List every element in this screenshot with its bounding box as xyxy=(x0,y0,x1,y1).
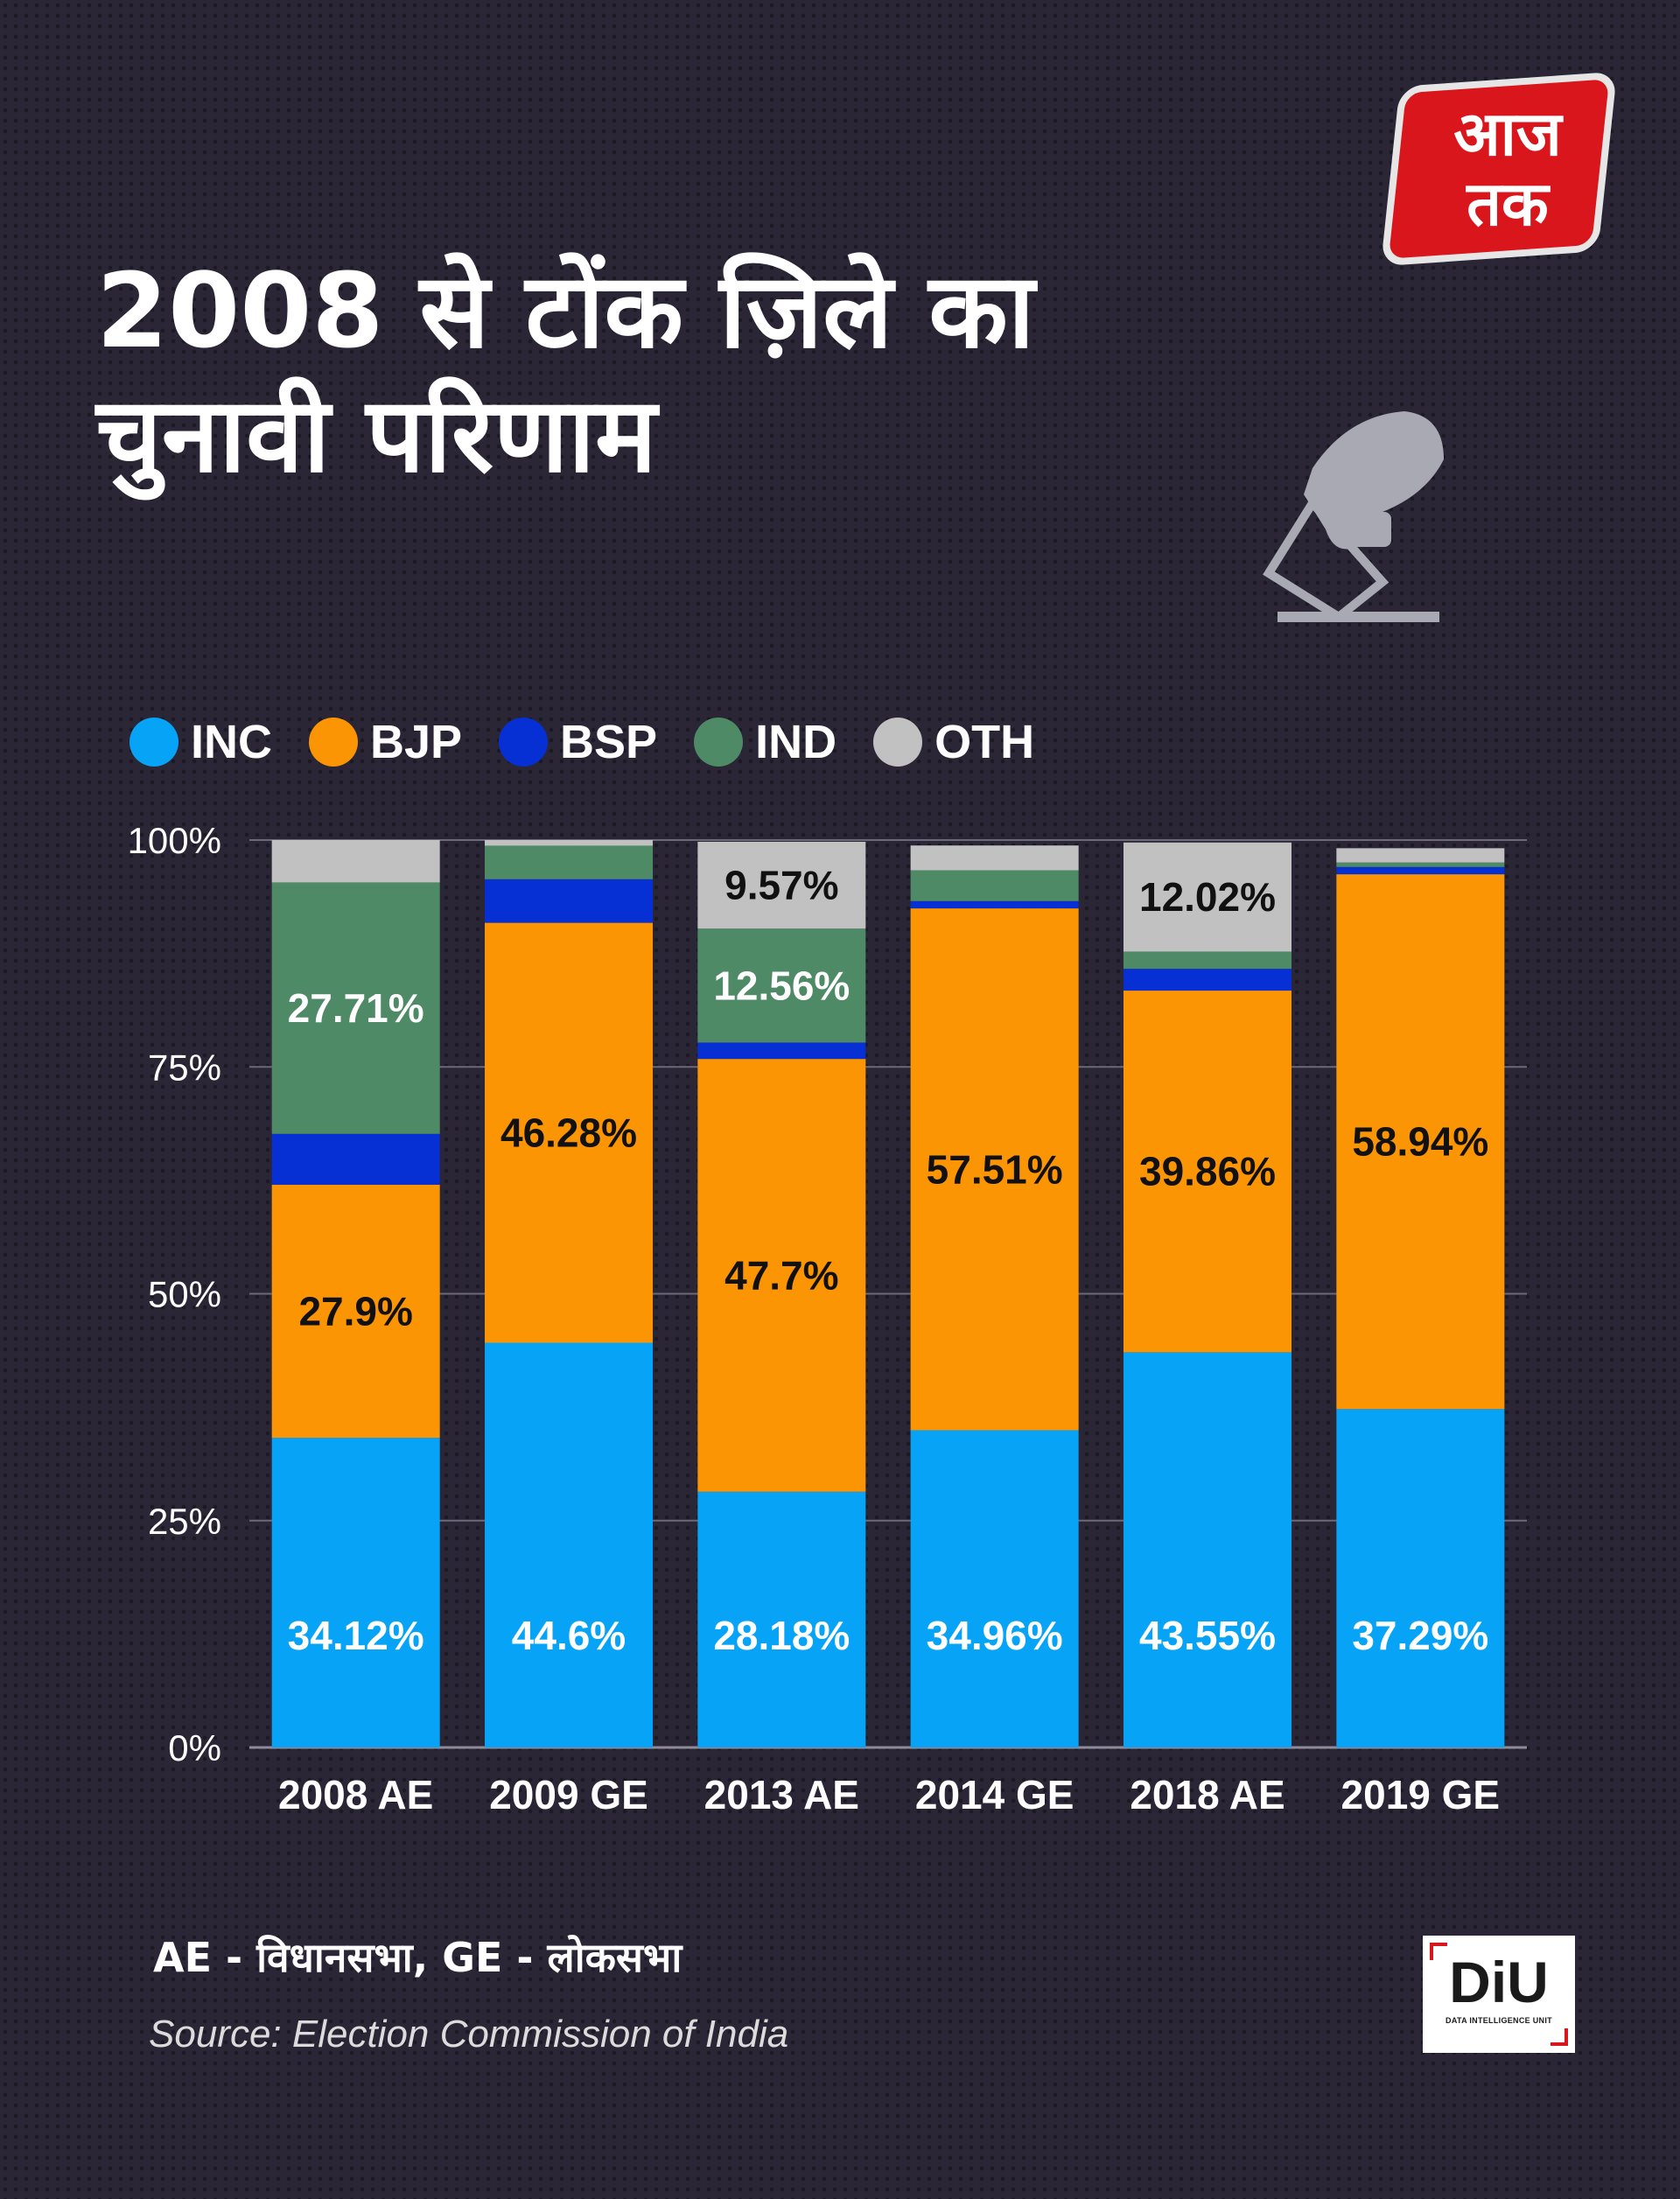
diu-logo: DiU DATA INTELLIGENCE UNIT xyxy=(1423,1936,1575,2053)
data-label: 39.86% xyxy=(1139,1149,1276,1194)
bar-segment-oth xyxy=(910,845,1079,871)
bar-segment-oth xyxy=(485,840,653,846)
diu-corner-br xyxy=(1550,2028,1568,2046)
legend-label: BJP xyxy=(370,716,463,768)
y-tick-label: 100% xyxy=(128,820,221,861)
legend-item-ind: IND xyxy=(694,715,836,769)
aajtak-logo: आज तक xyxy=(1374,70,1628,267)
bar-segment-ind xyxy=(1124,951,1292,970)
bar-segment-inc xyxy=(697,1491,866,1747)
logo-line-2: तक xyxy=(1466,168,1549,240)
bar-segment-inc xyxy=(271,1438,440,1747)
legend-label: IND xyxy=(755,716,837,768)
bar-segment-bjp xyxy=(910,908,1079,1431)
x-tick-label: 2018 AE xyxy=(1130,1772,1284,1817)
bar-segment-ind xyxy=(1336,862,1505,867)
data-label: 27.71% xyxy=(288,985,424,1031)
bar-segment-inc xyxy=(910,1430,1079,1747)
chart-legend: INC BJP BSP IND OTH xyxy=(130,716,1071,768)
y-tick-label: 0% xyxy=(168,1727,221,1768)
bar-segment-bjp xyxy=(697,1059,866,1492)
page-title: 2008 से टोंक ज़िले का चुनावी परिणाम xyxy=(96,249,1034,497)
logo-line-1: आज xyxy=(1453,98,1562,170)
data-label: 9.57% xyxy=(724,863,838,908)
title-line-2: चुनावी परिणाम xyxy=(96,374,657,495)
legend-label: INC xyxy=(191,716,272,768)
legend-swatch xyxy=(694,718,744,767)
legend-swatch xyxy=(309,718,358,767)
diu-logo-text: DATA INTELLIGENCE UNIT xyxy=(1446,2016,1552,2025)
data-label: 47.7% xyxy=(724,1252,838,1298)
x-tick-label: 2008 AE xyxy=(278,1772,433,1817)
bar-segment-inc xyxy=(1336,1409,1505,1747)
bar-segment-ind xyxy=(697,928,866,1043)
bar-segment-bsp xyxy=(1124,969,1292,991)
bar-segment-oth xyxy=(697,841,866,929)
data-label: 37.29% xyxy=(1352,1613,1488,1658)
bar-segment-ind xyxy=(485,845,653,879)
legend-item-oth: OTH xyxy=(873,715,1034,769)
y-tick-label: 25% xyxy=(148,1501,221,1542)
legend-swatch xyxy=(499,718,549,767)
bar-segment-bjp xyxy=(271,1184,440,1439)
legend-label: BSP xyxy=(560,716,658,768)
data-label: 28.18% xyxy=(713,1613,850,1658)
bar-segment-bsp xyxy=(697,1042,866,1060)
data-label: 58.94% xyxy=(1352,1119,1488,1165)
data-label: 12.02% xyxy=(1139,874,1276,920)
abbreviation-note: AE - विधानसभा, GE - लोकसभा xyxy=(153,1934,682,1981)
bar-segment-bjp xyxy=(1124,991,1292,1353)
data-label: 34.12% xyxy=(288,1613,424,1658)
legend-item-bsp: BSP xyxy=(499,715,657,769)
y-tick-label: 50% xyxy=(148,1274,221,1315)
bar-segment-inc xyxy=(485,1342,653,1747)
data-label: 34.96% xyxy=(927,1613,1063,1658)
x-tick-label: 2019 GE xyxy=(1341,1772,1501,1817)
bar-segment-bsp xyxy=(485,879,653,923)
data-label: 27.9% xyxy=(298,1289,412,1334)
legend-item-bjp: BJP xyxy=(309,715,462,769)
bar-segment-bsp xyxy=(271,1133,440,1185)
x-tick-label: 2013 AE xyxy=(704,1772,859,1817)
y-tick-label: 75% xyxy=(148,1047,221,1088)
legend-label: OTH xyxy=(934,716,1035,768)
x-tick-label: 2009 GE xyxy=(489,1772,648,1817)
legend-item-inc: INC xyxy=(130,715,272,769)
bar-segment-inc xyxy=(1124,1352,1292,1747)
vote-ballot-icon xyxy=(1263,411,1444,623)
bar-segment-oth xyxy=(271,840,440,883)
legend-swatch xyxy=(873,718,923,767)
title-line-1: 2008 से टोंक ज़िले का xyxy=(96,250,1035,371)
data-label: 57.51% xyxy=(927,1146,1063,1192)
bar-segment-bsp xyxy=(910,900,1079,909)
bar-segment-oth xyxy=(1336,848,1505,863)
x-tick-label: 2014 GE xyxy=(915,1772,1074,1817)
bar-segment-bsp xyxy=(1336,866,1505,875)
legend-swatch xyxy=(130,718,178,767)
bar-segment-oth xyxy=(1124,842,1292,952)
diu-corner-tl xyxy=(1430,1943,1447,1960)
data-label: 46.28% xyxy=(500,1110,637,1156)
diu-logo-mark: DiU xyxy=(1449,1950,1549,2014)
stacked-bar-chart: 0% 25% 50% 75% 100% 34.12% 27.9% 27.71% 2008 AE 4… xyxy=(128,820,1527,1817)
bar-segment-ind xyxy=(271,882,440,1134)
bar-segment-ind xyxy=(910,870,1079,901)
data-label: 43.55% xyxy=(1139,1613,1276,1658)
data-label: 44.6% xyxy=(512,1613,626,1658)
bar-segment-bjp xyxy=(485,922,653,1343)
bar-segment-bjp xyxy=(1336,874,1505,1410)
data-label: 12.56% xyxy=(713,963,850,1008)
source-note: Source: Election Commission of India xyxy=(149,2013,789,2055)
